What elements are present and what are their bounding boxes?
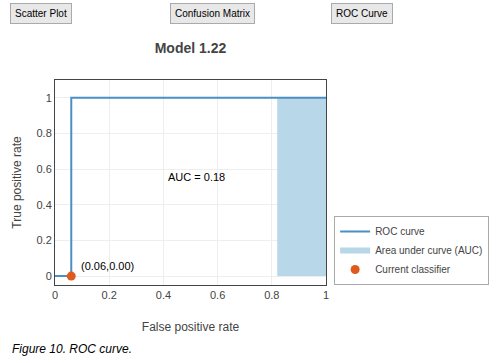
svg-text:0.8: 0.8 xyxy=(264,289,279,301)
svg-text:1: 1 xyxy=(46,92,52,104)
svg-text:1: 1 xyxy=(323,289,329,301)
svg-text:Current classifier: Current classifier xyxy=(375,264,451,275)
svg-text:Model 1.22: Model 1.22 xyxy=(155,40,227,56)
svg-text:0.2: 0.2 xyxy=(102,289,117,301)
svg-text:0.2: 0.2 xyxy=(37,234,52,246)
svg-text:Confusion Matrix: Confusion Matrix xyxy=(175,8,250,19)
svg-text:Figure 10. ROC curve.: Figure 10. ROC curve. xyxy=(12,342,132,356)
svg-text:ROC curve: ROC curve xyxy=(375,226,425,237)
svg-text:ROC Curve: ROC Curve xyxy=(336,8,388,19)
svg-text:0.8: 0.8 xyxy=(37,127,52,139)
svg-text:True positive rate: True positive rate xyxy=(10,136,24,229)
svg-text:0: 0 xyxy=(52,289,58,301)
svg-text:Area under curve (AUC): Area under curve (AUC) xyxy=(375,245,482,256)
svg-text:Scatter Plot: Scatter Plot xyxy=(15,8,67,19)
svg-text:0: 0 xyxy=(46,270,52,282)
svg-text:0.4: 0.4 xyxy=(156,289,171,301)
svg-text:False positive rate: False positive rate xyxy=(142,320,240,334)
svg-text:0.6: 0.6 xyxy=(37,163,52,175)
svg-text:AUC = 0.18: AUC = 0.18 xyxy=(168,171,225,183)
svg-text:(0.06,0.00): (0.06,0.00) xyxy=(81,260,134,272)
svg-text:0.6: 0.6 xyxy=(210,289,225,301)
svg-text:0.4: 0.4 xyxy=(37,199,52,211)
